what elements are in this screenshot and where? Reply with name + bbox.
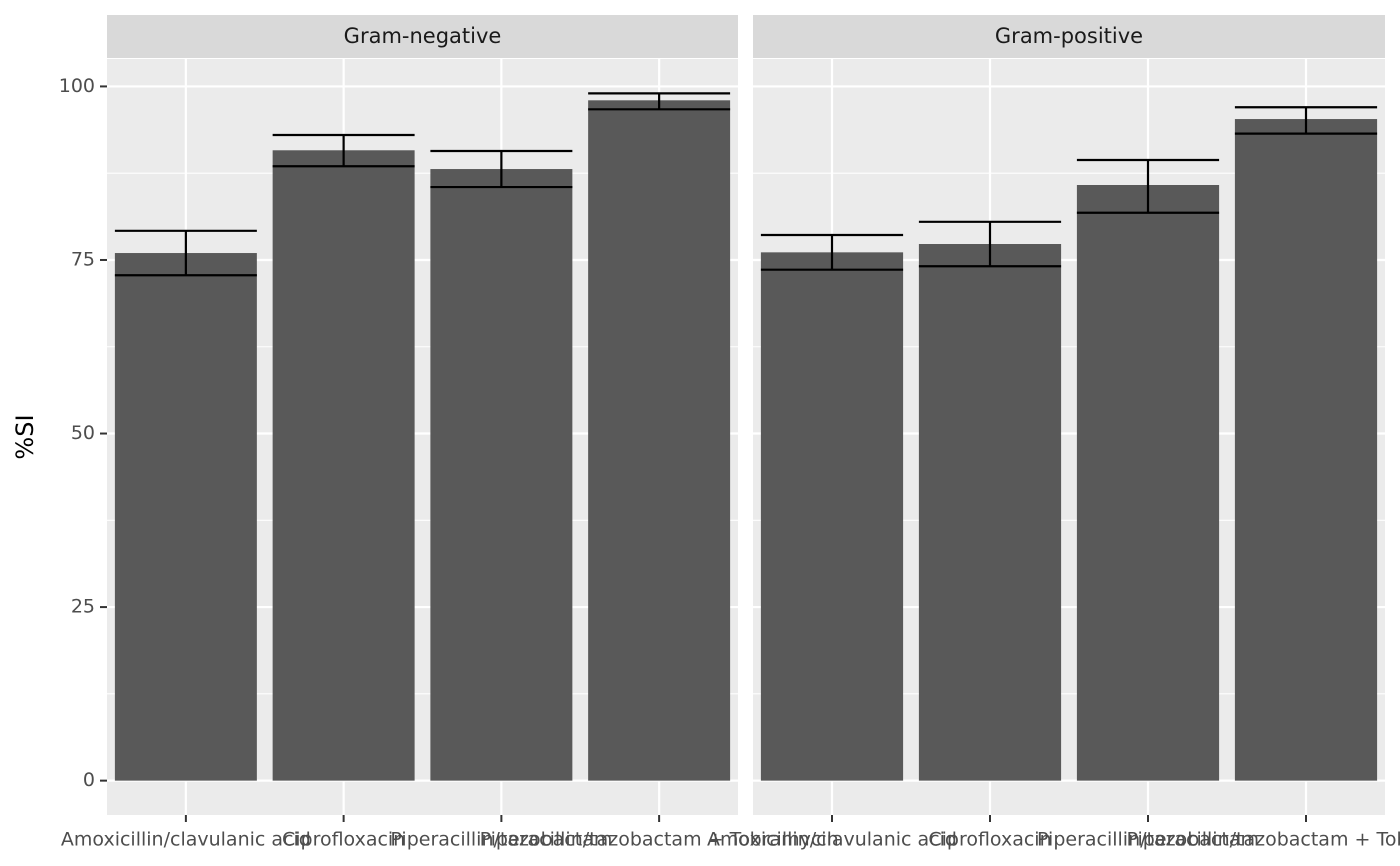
bar	[1234, 119, 1378, 781]
error-bar	[588, 92, 731, 111]
x-tick-label: Ciprofloxacin	[282, 829, 405, 851]
y-axis-title: %SI	[11, 414, 39, 459]
bar	[430, 169, 573, 781]
error-bar	[272, 133, 415, 168]
bar	[1076, 185, 1220, 781]
error-bar	[918, 220, 1062, 268]
error-bar	[1234, 106, 1378, 135]
error-bar	[430, 149, 573, 189]
error-bar	[1076, 158, 1220, 214]
error-bar	[114, 229, 257, 277]
y-tick-label: 0	[83, 769, 95, 791]
facet-strip	[753, 15, 1385, 58]
x-tick-label: Piperacillin/tazobactam	[390, 829, 612, 851]
x-tick-label: Amoxicillin/clavulanic acid	[707, 829, 957, 851]
bar	[760, 252, 904, 781]
facet-title: Gram-positive	[995, 24, 1143, 48]
bar	[114, 253, 257, 781]
x-tick-label: Piperacillin/tazobactam	[1037, 829, 1259, 851]
x-tick-label: Piperacillin/tazobactam + Tobramycin	[480, 829, 839, 851]
facet-title: Gram-negative	[344, 24, 502, 48]
bar	[588, 100, 731, 781]
x-tick-label: Piperacillin/tazobactam + Tobramycin	[1126, 829, 1400, 851]
facet-strip	[107, 15, 738, 58]
y-tick-label: 25	[71, 596, 95, 618]
y-tick-label: 100	[59, 75, 95, 97]
bar	[272, 150, 415, 781]
error-bar	[760, 233, 904, 271]
x-tick-label: Amoxicillin/clavulanic acid	[61, 829, 311, 851]
y-tick-label: 50	[71, 422, 95, 444]
bar	[918, 244, 1062, 781]
y-tick-label: 75	[71, 248, 95, 270]
x-tick-label: Ciprofloxacin	[928, 829, 1051, 851]
